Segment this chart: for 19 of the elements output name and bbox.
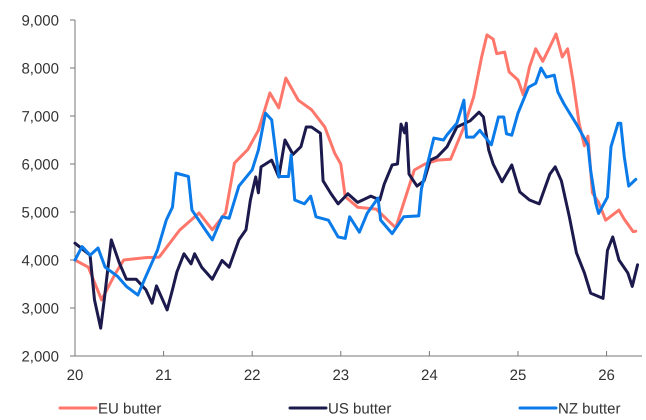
x-tick-label: 21: [155, 367, 172, 384]
line-series: [74, 110, 640, 330]
x-tick-label: 23: [332, 367, 350, 384]
x-tick-label: 26: [598, 367, 615, 384]
x-tick-label: 24: [421, 367, 438, 384]
y-tick-label: 2,000: [21, 348, 59, 366]
legend-label: EU butter: [98, 400, 162, 418]
y-tick-label: 9,000: [21, 12, 59, 30]
y-tick-label: 3,000: [21, 300, 59, 318]
x-tick-label: 22: [244, 367, 261, 384]
legend-label: NZ butter: [558, 400, 621, 418]
y-tick-label: 4,000: [21, 252, 59, 270]
x-tick-label: 25: [510, 367, 526, 384]
x-tick-label: 20: [66, 367, 84, 384]
y-tick-label: 8,000: [21, 60, 59, 78]
legend-label: US butter: [328, 400, 392, 418]
y-tick-label: 5,000: [21, 204, 59, 222]
y-tick-label: 6,000: [21, 156, 59, 174]
y-tick-label: 7,000: [21, 108, 59, 126]
